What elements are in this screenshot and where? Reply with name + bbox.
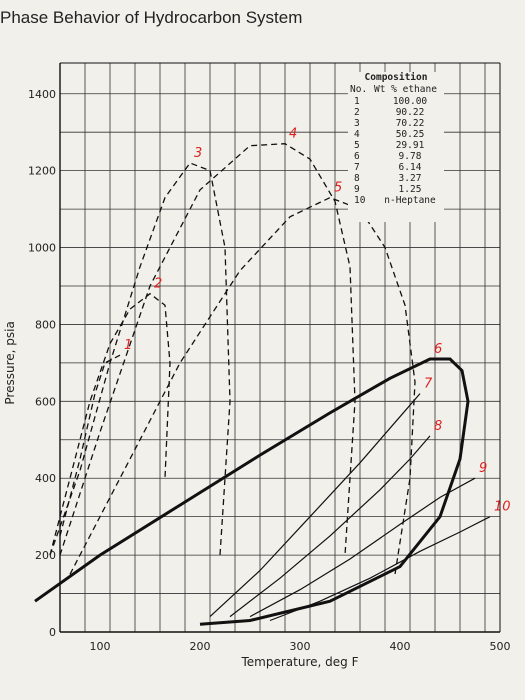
series-label-2: 2	[154, 277, 162, 292]
series-label-6: 6	[434, 342, 442, 357]
series-label-4: 4	[289, 127, 297, 142]
legend-entry-no: 10	[354, 195, 366, 206]
series-curve-2	[49, 292, 171, 556]
y-tick-label: 1000	[28, 242, 56, 255]
series-label-1: 1	[124, 338, 132, 353]
series-curve-5	[69, 196, 416, 575]
x-tick-labels: 100 200 300 400 500	[90, 640, 511, 653]
series-curve-7	[209, 393, 421, 618]
legend-entry-wt: 29.91	[396, 140, 425, 151]
series-label-10: 10	[494, 500, 511, 515]
legend-entry-wt: 90.22	[396, 107, 425, 118]
legend-entry-wt: 1.25	[399, 184, 422, 195]
y-tick-label: 1200	[28, 165, 56, 178]
x-tick-label: 200	[190, 640, 211, 653]
legend-header-wt: Wt % ethane	[374, 84, 437, 95]
legend-title: Composition	[365, 72, 428, 83]
series-label-9: 9	[479, 461, 487, 476]
series-label-7: 7	[424, 377, 433, 392]
legend-entry-wt: 70.22	[396, 118, 425, 129]
series-curve-1	[59, 354, 121, 537]
legend-entry-no: 3	[354, 118, 360, 129]
legend-box	[348, 72, 444, 222]
series-curve-6	[34, 357, 470, 626]
legend-entry-no: 2	[354, 107, 360, 118]
legend-entry-no: 1	[354, 96, 360, 107]
y-tick-label: 0	[49, 626, 56, 639]
legend-entry-no: 5	[354, 140, 360, 151]
x-tick-label: 100	[90, 640, 111, 653]
y-tick-labels: 0 200 400 600 800 1000 1200 1400	[28, 88, 56, 639]
legend-entry-wt: n-Heptane	[384, 195, 436, 206]
legend-entry-no: 9	[354, 184, 360, 195]
legend-entry-wt: 3.27	[399, 173, 422, 184]
x-tick-label: 300	[290, 640, 311, 653]
series-curve-8	[229, 435, 431, 618]
legend-entry-no: 8	[354, 173, 360, 184]
y-tick-label: 800	[35, 318, 56, 331]
legend-entry-no: 4	[354, 129, 360, 140]
legend-entry-wt: 6.14	[399, 162, 422, 173]
legend-header-no: No.	[350, 84, 367, 95]
series-curve-10	[269, 516, 491, 622]
series-label-8: 8	[434, 419, 442, 434]
series-curve-4	[59, 143, 356, 556]
legend-entry-wt: 50.25	[396, 129, 425, 140]
series-curve-3	[49, 162, 231, 556]
page-title: Phase Behavior of Hydrocarbon System	[0, 8, 303, 27]
legend-entry-wt: 9.78	[399, 151, 422, 162]
series-curve-9	[249, 477, 476, 618]
y-tick-label: 600	[35, 395, 56, 408]
x-tick-label: 500	[490, 640, 511, 653]
legend-entry-no: 6	[354, 151, 360, 162]
y-tick-label: 1400	[28, 88, 56, 101]
axes	[59, 62, 501, 633]
legend-entry-no: 7	[354, 162, 360, 173]
x-tick-label: 400	[390, 640, 411, 653]
y-tick-label: 400	[35, 472, 56, 485]
y-axis-label: Pressure, psia	[3, 321, 17, 404]
series-label-5: 5	[334, 181, 342, 196]
series-label-3: 3	[194, 146, 202, 161]
legend-entry-wt: 100.00	[393, 96, 428, 107]
x-axis-label: Temperature, deg F	[241, 655, 359, 669]
y-tick-label: 200	[35, 549, 56, 562]
